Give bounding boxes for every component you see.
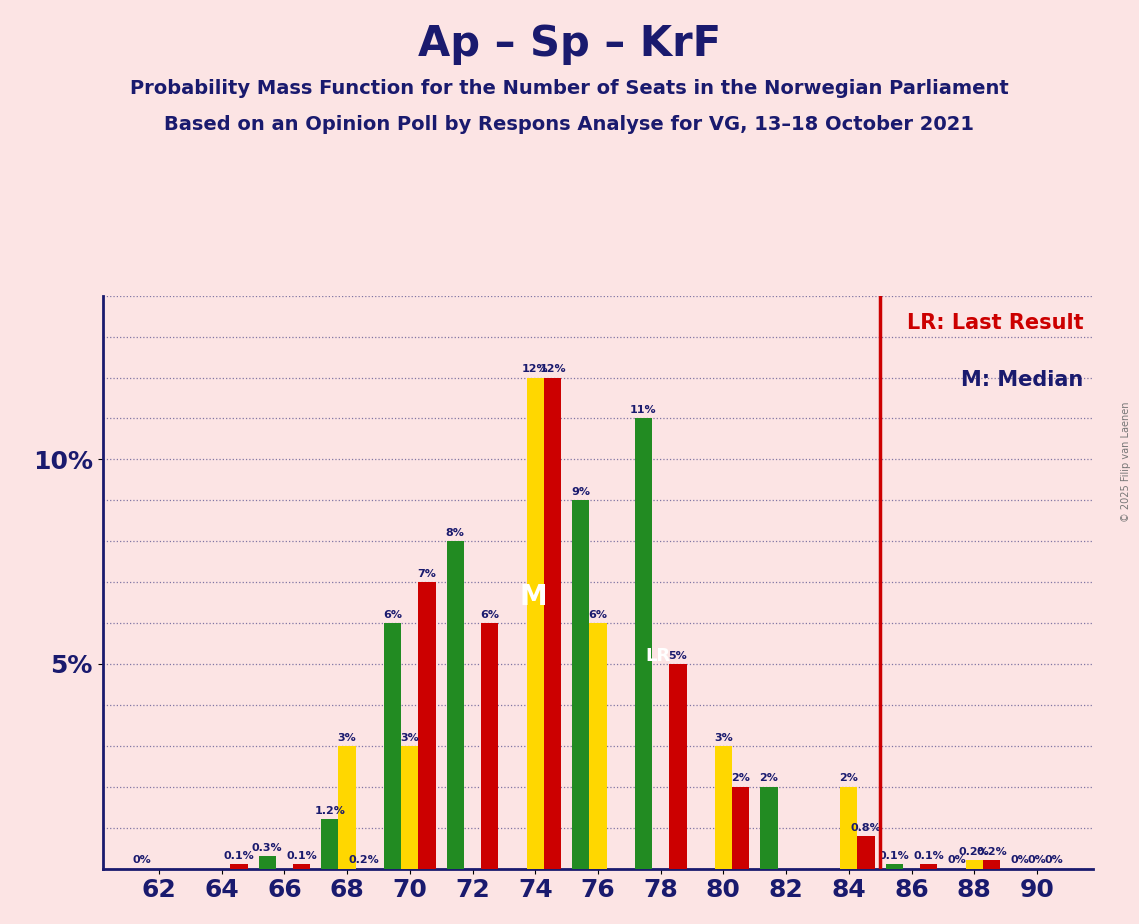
Text: 0%: 0% bbox=[1044, 856, 1064, 865]
Text: 8%: 8% bbox=[445, 528, 465, 538]
Text: 0.2%: 0.2% bbox=[976, 847, 1007, 857]
Bar bbox=[715, 746, 732, 869]
Text: 5%: 5% bbox=[669, 650, 687, 661]
Text: 0.2%: 0.2% bbox=[349, 856, 379, 865]
Bar bbox=[841, 786, 858, 869]
Bar bbox=[321, 820, 338, 869]
Bar bbox=[481, 623, 499, 869]
Text: 9%: 9% bbox=[572, 487, 590, 497]
Text: Probability Mass Function for the Number of Seats in the Norwegian Parliament: Probability Mass Function for the Number… bbox=[130, 79, 1009, 98]
Text: 3%: 3% bbox=[401, 733, 419, 743]
Bar bbox=[572, 500, 589, 869]
Text: 0%: 0% bbox=[132, 856, 151, 865]
Bar bbox=[966, 860, 983, 869]
Text: 6%: 6% bbox=[589, 610, 607, 620]
Bar bbox=[401, 746, 418, 869]
Text: 1.2%: 1.2% bbox=[314, 806, 345, 816]
Bar bbox=[983, 860, 1000, 869]
Bar bbox=[589, 623, 607, 869]
Bar bbox=[634, 419, 652, 869]
Text: 6%: 6% bbox=[383, 610, 402, 620]
Bar bbox=[526, 378, 544, 869]
Bar bbox=[858, 836, 875, 869]
Bar bbox=[732, 786, 749, 869]
Text: 0.2%: 0.2% bbox=[959, 847, 990, 857]
Text: M: M bbox=[519, 583, 548, 611]
Text: 11%: 11% bbox=[630, 405, 657, 415]
Text: LR: Last Result: LR: Last Result bbox=[907, 313, 1083, 333]
Bar bbox=[760, 786, 778, 869]
Text: 12%: 12% bbox=[539, 364, 566, 374]
Bar bbox=[418, 582, 436, 869]
Text: 2%: 2% bbox=[731, 773, 751, 784]
Text: 3%: 3% bbox=[714, 733, 732, 743]
Text: 6%: 6% bbox=[481, 610, 499, 620]
Text: 0%: 0% bbox=[948, 856, 966, 865]
Text: 0.1%: 0.1% bbox=[913, 851, 944, 861]
Text: Based on an Opinion Poll by Respons Analyse for VG, 13–18 October 2021: Based on an Opinion Poll by Respons Anal… bbox=[164, 116, 975, 135]
Text: 2%: 2% bbox=[839, 773, 859, 784]
Text: 12%: 12% bbox=[522, 364, 549, 374]
Text: 0%: 0% bbox=[1010, 856, 1030, 865]
Text: 0.3%: 0.3% bbox=[252, 843, 282, 853]
Text: © 2025 Filip van Laenen: © 2025 Filip van Laenen bbox=[1121, 402, 1131, 522]
Bar bbox=[384, 623, 401, 869]
Text: 2%: 2% bbox=[760, 773, 778, 784]
Text: M: Median: M: Median bbox=[961, 371, 1083, 390]
Text: 7%: 7% bbox=[418, 569, 436, 578]
Text: 0.1%: 0.1% bbox=[879, 851, 910, 861]
Bar bbox=[259, 857, 276, 869]
Text: Ap – Sp – KrF: Ap – Sp – KrF bbox=[418, 23, 721, 65]
Text: 3%: 3% bbox=[338, 733, 357, 743]
Bar bbox=[446, 541, 464, 869]
Text: LR: LR bbox=[645, 647, 670, 664]
Bar bbox=[293, 865, 310, 869]
Text: 0%: 0% bbox=[1027, 856, 1047, 865]
Bar bbox=[886, 865, 903, 869]
Text: 0.1%: 0.1% bbox=[223, 851, 254, 861]
Bar bbox=[230, 865, 247, 869]
Bar bbox=[338, 746, 355, 869]
Text: 0.8%: 0.8% bbox=[851, 822, 882, 833]
Bar bbox=[920, 865, 937, 869]
Text: 0.1%: 0.1% bbox=[286, 851, 317, 861]
Bar bbox=[544, 378, 562, 869]
Bar bbox=[670, 664, 687, 869]
